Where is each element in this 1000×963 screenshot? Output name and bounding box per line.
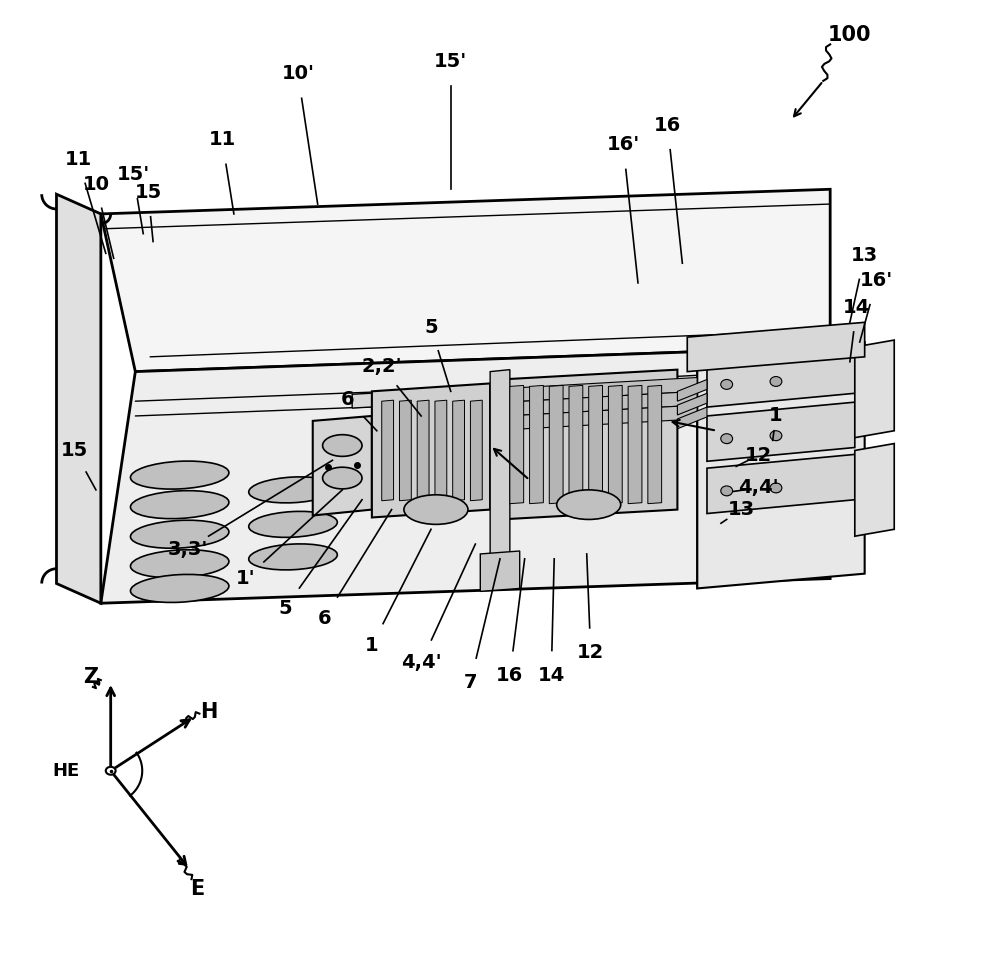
- Polygon shape: [648, 385, 662, 504]
- Text: 12: 12: [577, 643, 604, 662]
- Polygon shape: [677, 393, 707, 415]
- Polygon shape: [417, 401, 429, 501]
- Ellipse shape: [323, 467, 362, 489]
- Text: 5: 5: [424, 318, 438, 337]
- Text: 16': 16': [860, 272, 893, 291]
- Text: 10: 10: [82, 175, 109, 194]
- Ellipse shape: [770, 430, 782, 441]
- Polygon shape: [399, 401, 411, 501]
- Polygon shape: [628, 385, 642, 504]
- Ellipse shape: [130, 574, 229, 603]
- Polygon shape: [453, 401, 465, 501]
- Polygon shape: [490, 370, 510, 590]
- Polygon shape: [589, 385, 603, 504]
- Ellipse shape: [323, 434, 362, 456]
- Text: 4,4': 4,4': [738, 479, 779, 498]
- Text: 11: 11: [65, 150, 92, 169]
- Polygon shape: [855, 444, 894, 536]
- Text: 6: 6: [318, 609, 331, 628]
- Polygon shape: [677, 379, 707, 402]
- Ellipse shape: [130, 550, 229, 578]
- Text: 12: 12: [745, 446, 772, 465]
- Polygon shape: [470, 401, 482, 501]
- Ellipse shape: [721, 379, 733, 389]
- Text: HE: HE: [53, 762, 80, 780]
- Text: 1': 1': [236, 569, 256, 588]
- Polygon shape: [490, 391, 697, 417]
- Polygon shape: [549, 385, 563, 504]
- Ellipse shape: [249, 511, 337, 537]
- Text: 11: 11: [208, 131, 236, 149]
- Ellipse shape: [249, 477, 337, 503]
- Text: 15': 15': [117, 165, 150, 184]
- Text: 16': 16': [607, 136, 640, 154]
- Text: 15: 15: [135, 183, 162, 201]
- Text: E: E: [190, 879, 205, 899]
- Text: 1: 1: [365, 637, 379, 655]
- Text: 15: 15: [61, 441, 88, 460]
- Text: 4,4': 4,4': [401, 653, 441, 672]
- Polygon shape: [855, 340, 894, 437]
- Text: Z: Z: [83, 667, 99, 688]
- Polygon shape: [490, 377, 697, 403]
- Polygon shape: [697, 342, 865, 588]
- Polygon shape: [382, 401, 394, 501]
- Text: 14: 14: [843, 298, 870, 317]
- Text: 16: 16: [654, 116, 681, 135]
- Text: 14: 14: [538, 665, 565, 685]
- Ellipse shape: [770, 377, 782, 386]
- Polygon shape: [707, 455, 855, 513]
- Text: 6: 6: [340, 390, 354, 408]
- Ellipse shape: [130, 461, 229, 489]
- Ellipse shape: [106, 767, 116, 774]
- Polygon shape: [352, 368, 835, 408]
- Polygon shape: [677, 407, 707, 429]
- Polygon shape: [372, 383, 490, 517]
- Text: 13: 13: [851, 246, 878, 265]
- Text: 3,3': 3,3': [167, 539, 208, 559]
- Text: 10': 10': [281, 65, 314, 84]
- Ellipse shape: [249, 544, 337, 570]
- Text: 15': 15': [434, 52, 467, 70]
- Polygon shape: [101, 190, 830, 372]
- Ellipse shape: [404, 495, 468, 525]
- Text: 16: 16: [496, 665, 523, 685]
- Text: 100: 100: [828, 24, 872, 44]
- Polygon shape: [313, 416, 372, 515]
- Text: 2,2': 2,2': [361, 357, 402, 377]
- Polygon shape: [510, 385, 524, 504]
- Ellipse shape: [770, 483, 782, 493]
- Polygon shape: [101, 347, 830, 603]
- Ellipse shape: [721, 433, 733, 444]
- Text: 1: 1: [769, 406, 783, 426]
- Polygon shape: [435, 401, 447, 501]
- Polygon shape: [490, 405, 697, 430]
- Text: H: H: [201, 702, 218, 721]
- Ellipse shape: [130, 490, 229, 519]
- Polygon shape: [56, 195, 101, 603]
- Polygon shape: [500, 370, 677, 519]
- Polygon shape: [608, 385, 622, 504]
- Text: 5: 5: [278, 599, 292, 617]
- Text: 13: 13: [728, 500, 755, 519]
- Polygon shape: [569, 385, 583, 504]
- Polygon shape: [707, 348, 855, 407]
- Ellipse shape: [721, 486, 733, 496]
- Polygon shape: [707, 403, 855, 461]
- Polygon shape: [687, 323, 865, 372]
- Text: 7: 7: [464, 672, 477, 691]
- Polygon shape: [352, 400, 835, 440]
- Ellipse shape: [130, 520, 229, 548]
- Ellipse shape: [557, 490, 621, 519]
- Polygon shape: [530, 385, 543, 504]
- Polygon shape: [480, 551, 520, 591]
